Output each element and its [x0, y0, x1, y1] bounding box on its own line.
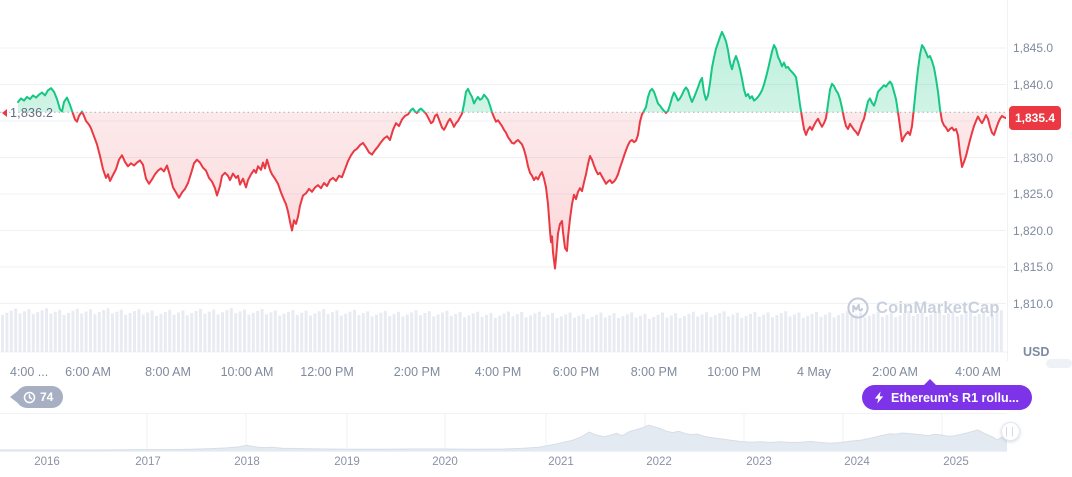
time-tick-label: 4:00 PM — [474, 365, 522, 379]
time-tick-label: 10:00 PM — [707, 365, 761, 379]
watchers-count: 74 — [40, 390, 54, 404]
time-tick-label: 8:00 PM — [630, 365, 678, 379]
year-tick-label: 2021 — [548, 456, 574, 468]
year-tick-label: 2025 — [943, 456, 969, 468]
year-tick-label: 2019 — [334, 456, 360, 468]
price-axis: 1,845.0 1,840.0 1,830.0 1,825.0 1,820.0 1,815… — [1007, 0, 1072, 361]
time-tick-label: 6:00 PM — [552, 365, 600, 379]
year-tick-label: 2020 — [432, 456, 458, 468]
year-tick-label: 2018 — [234, 456, 260, 468]
coinmarketcap-logo-icon — [847, 297, 869, 319]
coinmarketcap-watermark: CoinMarketCap — [846, 296, 1000, 320]
watching-icon — [23, 391, 36, 403]
price-tick-label: 1,815.0 — [1013, 260, 1054, 274]
year-tick-label: 2016 — [34, 456, 60, 468]
watchers-badge-tail — [10, 390, 19, 404]
price-tick-label: 1,820.0 — [1013, 223, 1054, 238]
timeline-navigator[interactable] — [0, 413, 1008, 453]
watchers-badge: 74 — [10, 386, 64, 408]
time-tick-label: 4 May — [796, 365, 832, 379]
year-tick-label: 2022 — [646, 456, 672, 468]
baseline-price-value: 1,836.2 — [10, 106, 54, 120]
news-badge[interactable]: Ethereum's R1 rollu... — [862, 379, 1033, 410]
year-axis: 2016 2017 2018 2019 2020 2021 2022 2023 2024 2025 — [0, 456, 1007, 472]
baseline-marker-icon — [2, 109, 7, 117]
scrollbar-thumb[interactable] — [1046, 359, 1072, 368]
time-tick-label: 6:00 AM — [65, 365, 111, 379]
time-axis: 4:00 ... 6:00 AM 8:00 AM 10:00 AM 12:00 PM 2:… — [0, 365, 1007, 381]
baseline-price-label: 1,836.2 — [2, 106, 53, 120]
navigator-drag-handle[interactable]: ││ — [1001, 422, 1020, 441]
time-tick-label: 10:00 AM — [220, 365, 274, 379]
price-tick-label: 1,845.0 — [1013, 41, 1054, 55]
price-tick-label: 1,825.0 — [1013, 187, 1054, 201]
time-tick-label: 4:00 ... — [10, 365, 49, 379]
lightning-icon — [874, 391, 884, 404]
time-tick-label: 2:00 AM — [872, 365, 918, 379]
time-tick-label: 4:00 AM — [955, 365, 1001, 379]
time-tick-label: 12:00 PM — [300, 365, 354, 379]
price-tick-label: 1,810.0 — [1013, 296, 1054, 311]
price-chart[interactable] — [0, 0, 1008, 361]
currency-label: USD — [1023, 345, 1050, 359]
price-tick-label: 1,840.0 — [1013, 77, 1054, 92]
current-price-value: 1,835.4 — [1014, 111, 1056, 125]
price-tick-label: 1,830.0 — [1013, 150, 1054, 165]
news-badge-text: Ethereum's R1 rollu... — [891, 390, 1020, 405]
watermark-text: CoinMarketCap — [876, 298, 1000, 317]
year-tick-label: 2024 — [844, 456, 870, 468]
year-tick-label: 2017 — [135, 456, 161, 468]
news-badge-tail — [923, 379, 937, 386]
drag-handle-grip-icon: ││ — [1004, 426, 1017, 436]
year-tick-label: 2023 — [746, 456, 772, 468]
time-tick-label: 2:00 PM — [393, 365, 441, 379]
current-price-badge: 1,835.4 — [1009, 106, 1061, 130]
time-tick-label: 8:00 AM — [145, 365, 191, 379]
